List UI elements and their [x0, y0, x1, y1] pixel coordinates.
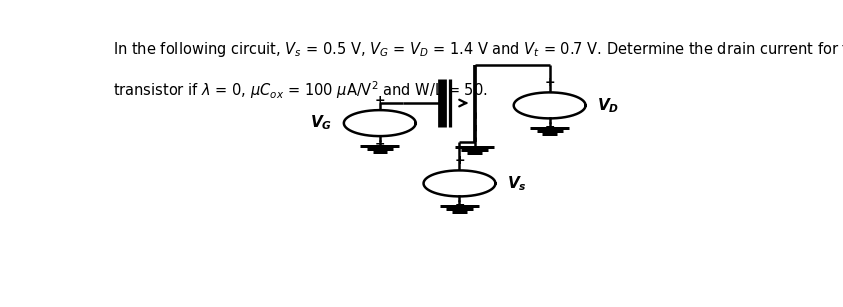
Text: transistor if $\lambda$ = 0, $\mu C_{ox}$ = 100 $\mu$A/V$^2$ and W/L = 50.: transistor if $\lambda$ = 0, $\mu C_{ox}… [113, 80, 488, 101]
Text: −: − [374, 138, 385, 151]
Text: $\bfit{V}_s$: $\bfit{V}_s$ [507, 174, 527, 193]
Text: In the following circuit, $V_s$ = 0.5 V, $V_G$ = $V_D$ = 1.4 V and $V_t$ = 0.7 V: In the following circuit, $V_s$ = 0.5 V,… [113, 41, 843, 59]
Text: −: − [545, 120, 555, 133]
Text: −: − [454, 198, 464, 211]
Text: +: + [454, 154, 464, 167]
Text: +: + [545, 76, 555, 89]
Text: $\bfit{V}_D$: $\bfit{V}_D$ [598, 96, 620, 115]
Text: $\bfit{V}_G$: $\bfit{V}_G$ [310, 114, 332, 133]
Text: +: + [374, 94, 385, 107]
